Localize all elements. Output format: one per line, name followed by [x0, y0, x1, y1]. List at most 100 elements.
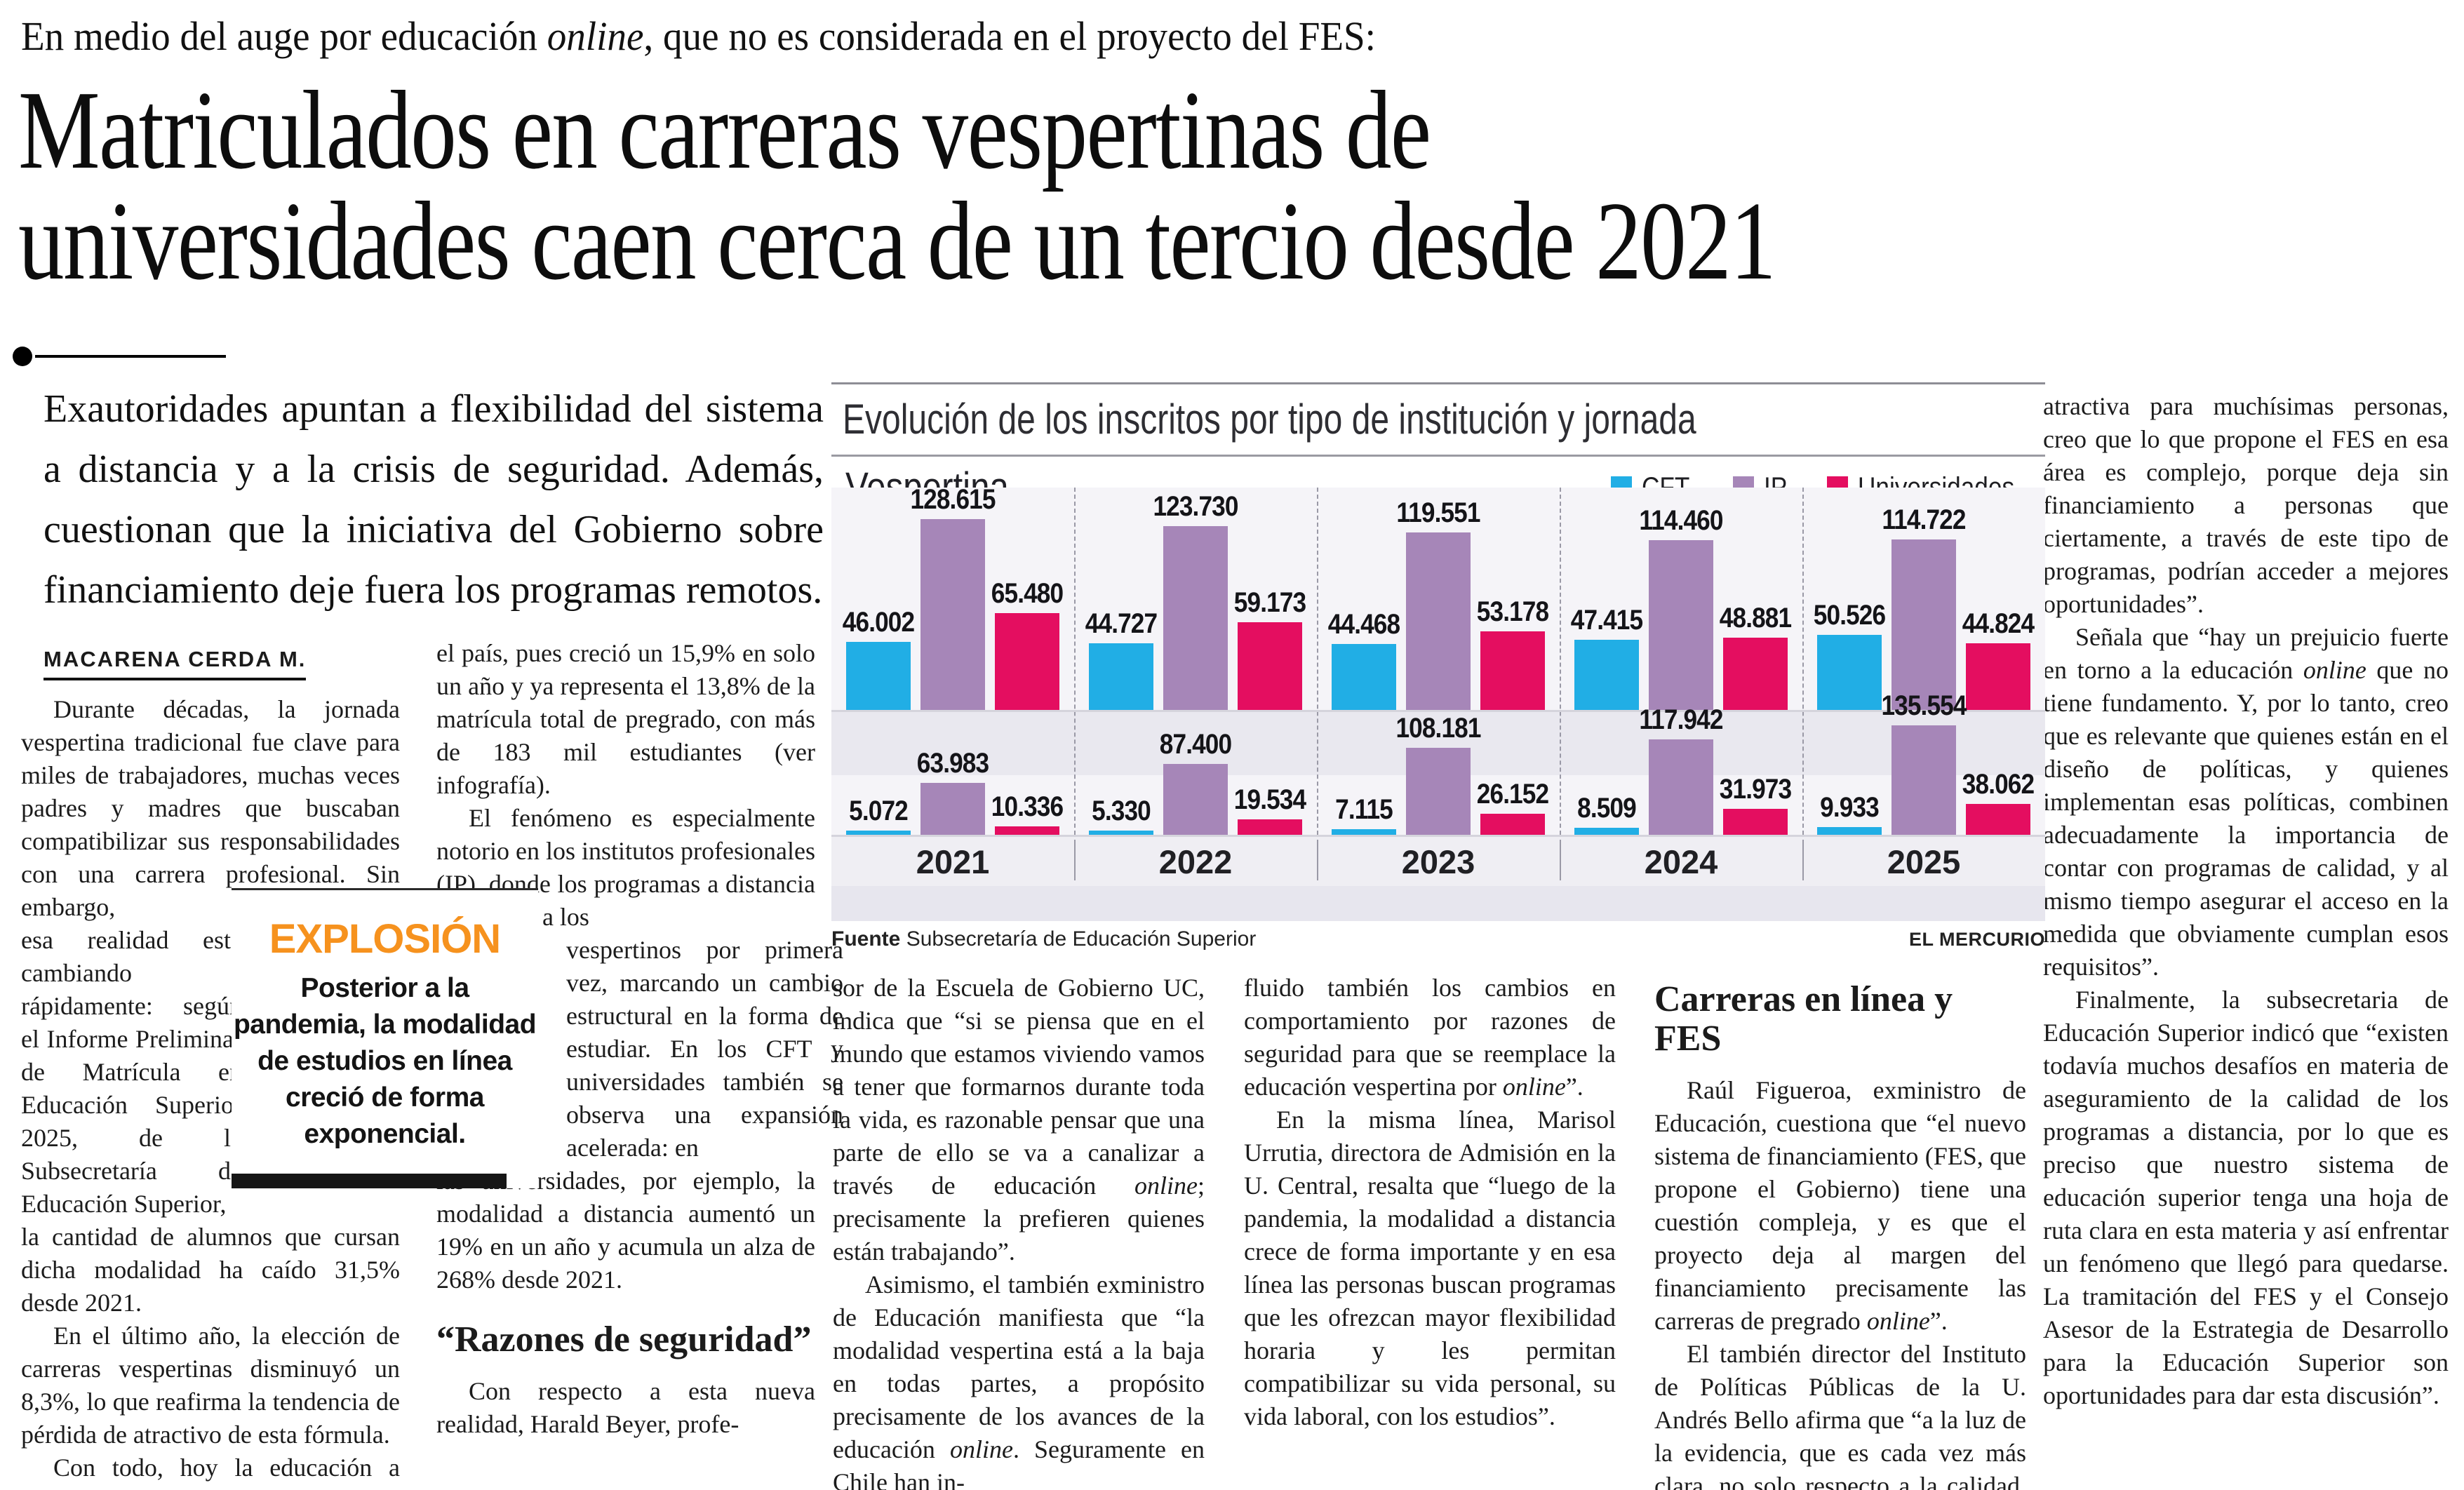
bar-value-label: 44.824	[1962, 608, 2035, 639]
bar-cft-2023-vespertina	[1332, 644, 1396, 710]
bar-value-label: 53.178	[1476, 596, 1549, 627]
kicker-text-post: , que no es considerada en el proyecto d…	[643, 13, 1376, 59]
body-paragraph: En la misma línea, Marisol Urrutia, dire…	[1244, 1106, 1616, 1430]
bar-value-label: 50.526	[1813, 600, 1886, 631]
article-column-4: fluido también los cambios en comportami…	[1244, 972, 1616, 1433]
bar-value-label: 44.727	[1085, 608, 1158, 639]
body-paragraph: Asimismo, el también exministro de Educa…	[833, 1270, 1205, 1490]
year-group-separator-dashed	[1802, 488, 1804, 835]
subhead-carreras-en-linea-y-fes: Carreras en línea y FES	[1654, 979, 1953, 1059]
body-paragraph: vespertinos por primera vez, marcando un…	[566, 936, 843, 1162]
lede-paragraph: Exautoridades apuntan a flexibilidad del…	[43, 387, 824, 612]
article-column-3: sor de la Escuela de Gobierno UC, indica…	[833, 972, 1205, 1490]
year-label-2022: 2022	[1158, 843, 1233, 880]
row-baseline	[831, 835, 2045, 837]
bar-value-label: 8.509	[1577, 793, 1637, 824]
article-column-6: atractiva para muchísimas personas, creo…	[2043, 390, 2449, 1412]
bar-value-label: 31.973	[1719, 774, 1792, 805]
body-paragraph: fluido también los cambios en comportami…	[1244, 974, 1616, 1101]
bar-universidades-2022-vespertina	[1238, 622, 1302, 710]
bar-value-label: 5.330	[1092, 796, 1151, 826]
bar-value-label: 46.002	[842, 607, 915, 638]
bar-ip-2023-vespertina	[1406, 532, 1471, 710]
chart-source-text: Subsecretaría de Educación Superior	[906, 927, 1257, 951]
bar-ip-2024-vespertina	[1649, 540, 1713, 710]
bar-value-label: 63.983	[916, 748, 989, 779]
year-label-2024: 2024	[1644, 843, 1718, 880]
bar-ip-2021-vespertina	[920, 519, 985, 710]
bar-cft-2024-vespertina	[1574, 640, 1639, 710]
body-paragraph: Finalmente, la subsecretaria de Educació…	[2043, 986, 2449, 1409]
bar-ip-2023-a-distancia	[1406, 748, 1471, 835]
bar-ip-2025-a-distancia	[1891, 725, 1956, 835]
bar-cft-2023-a-distancia	[1332, 829, 1396, 835]
subhead-razones-de-seguridad: “Razones de seguridad”	[436, 1320, 812, 1360]
lede-bullet-rule	[35, 355, 226, 358]
column-2-segment-after-subhead: Con respecto a esta nueva realidad, Hara…	[436, 1375, 815, 1441]
body-paragraph: la cantidad de alumnos que cursan dicha …	[21, 1223, 400, 1317]
year-label-2025: 2025	[1887, 843, 1961, 880]
bar-cft-2024-a-distancia	[1574, 828, 1639, 835]
bar-universidades-2023-vespertina	[1480, 631, 1545, 710]
year-group-separator-dashed	[1317, 488, 1318, 835]
bar-value-label: 5.072	[849, 796, 909, 826]
year-label-2021: 2021	[916, 843, 990, 880]
column-1-segment-wide-top: Durante décadas, la jornada vespertina t…	[21, 693, 400, 924]
kicker: En medio del auge por educación online, …	[21, 13, 1376, 60]
kicker-text-pre: En medio del auge por educación	[21, 13, 547, 59]
bar-value-label: 44.468	[1327, 609, 1400, 640]
bar-ip-2022-a-distancia	[1163, 764, 1228, 835]
bar-universidades-2023-a-distancia	[1480, 814, 1545, 835]
band-years	[831, 835, 2045, 886]
year-group-separator-solid	[1317, 840, 1318, 880]
year-group-separator-solid	[1074, 840, 1076, 880]
column-2-segment-wide-bottom: las universidades, por ejemplo, la modal…	[436, 1165, 815, 1296]
body-paragraph: Raúl Figueroa, exministro de Educación, …	[1654, 1076, 2026, 1335]
body-paragraph: El también director del Instituto de Pol…	[1654, 1340, 2026, 1490]
year-group-separator-solid	[1560, 840, 1561, 880]
year-label-2023: 2023	[1401, 843, 1475, 880]
bar-value-label: 19.534	[1233, 784, 1306, 815]
chart-title-rule	[831, 455, 2045, 457]
body-paragraph: esa realidad está cambiando rápidamente:…	[21, 926, 242, 1218]
body-paragraph: En el último año, la elección de carrera…	[21, 1322, 400, 1449]
bar-value-label: 123.730	[1153, 491, 1238, 522]
bar-value-label: 87.400	[1159, 729, 1232, 760]
bar-universidades-2022-a-distancia	[1238, 819, 1302, 835]
lede-bullet-dot	[13, 347, 32, 366]
year-group-separator-dashed	[1074, 488, 1076, 835]
body-paragraph: Con todo, hoy la educación a distancia v…	[21, 1454, 400, 1490]
row-baseline	[831, 710, 2045, 712]
bar-universidades-2021-a-distancia	[995, 826, 1059, 835]
bar-value-label: 135.554	[1881, 690, 1967, 721]
chart-bars-area: 46.002 128.615 65.480 44.727 123.730 59.173 44…	[831, 382, 2045, 921]
article-column-5: Carreras en línea y FES Raúl Figueroa, e…	[1654, 956, 2026, 1490]
byline: MACARENA CERDA M.	[43, 647, 307, 680]
bar-value-label: 128.615	[910, 484, 996, 515]
bar-value-label: 108.181	[1395, 713, 1481, 744]
year-group-separator-dashed	[1560, 488, 1561, 835]
column-5-paragraphs: Raúl Figueroa, exministro de Educación, …	[1654, 1074, 2026, 1490]
article-column-1: Durante décadas, la jornada vespertina t…	[21, 693, 400, 1490]
body-paragraph: las universidades, por ejemplo, la modal…	[436, 1167, 815, 1294]
bar-cft-2022-a-distancia	[1089, 831, 1153, 835]
chart-source-row: Fuente Subsecretaría de Educación Superi…	[831, 927, 2045, 951]
band-bottom-strip	[831, 886, 2045, 921]
year-group-separator-solid	[1802, 840, 1804, 880]
column-2-segment-wide-top: el país, pues creció un 15,9% en solo un…	[436, 637, 815, 934]
bar-ip-2024-a-distancia	[1649, 739, 1713, 835]
bar-universidades-2021-vespertina	[995, 613, 1059, 710]
body-paragraph: el país, pues creció un 15,9% en solo un…	[436, 639, 815, 799]
chart-source-label: Fuente	[831, 927, 901, 951]
chart-credit: EL MERCURIO	[1908, 929, 2045, 950]
bar-cft-2021-a-distancia	[846, 831, 911, 835]
body-paragraph: El fenómeno es especialmente notorio en …	[436, 804, 815, 931]
article-column-2: el país, pues creció un 15,9% en solo un…	[436, 637, 843, 1441]
explosion-box-text: Posterior a la pandemia, la modalidad de…	[233, 973, 537, 1149]
bar-value-label: 119.551	[1396, 497, 1480, 528]
bar-cft-2025-vespertina	[1817, 635, 1882, 710]
bar-universidades-2025-a-distancia	[1966, 804, 2030, 835]
body-paragraph: Señala que “hay un prejuicio fuerte en t…	[2043, 623, 2449, 981]
chart-panel: Evolución de los inscritos por tipo de i…	[831, 382, 2045, 921]
bar-value-label: 10.336	[991, 791, 1064, 822]
